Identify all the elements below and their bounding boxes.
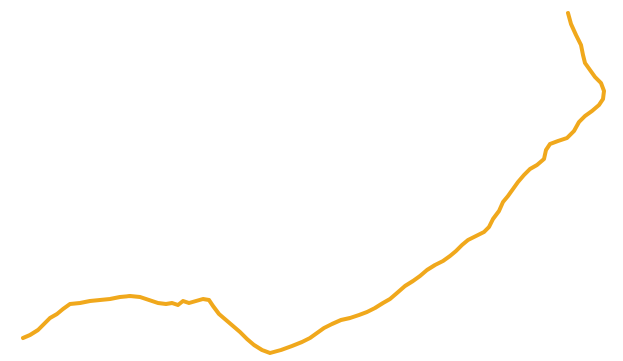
freehand-stroke — [21, 11, 606, 355]
